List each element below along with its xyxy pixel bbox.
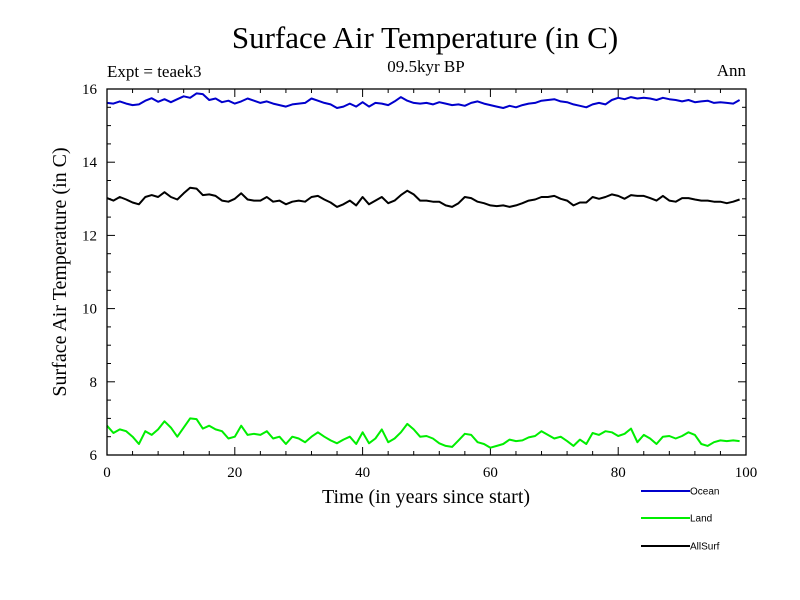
legend-label-allsurf: AllSurf [690,542,720,553]
legend-label-land: Land [690,514,712,525]
series-line-land [106,417,740,449]
y-tick-label: 12 [82,228,97,244]
x-tick-label: 80 [611,465,626,481]
x-tick-label: 0 [103,465,111,481]
y-tick-label: 10 [82,302,97,318]
legend: Ocean Land AllSurf [641,487,720,553]
plot-series [106,92,741,449]
experiment-label: Expt = teaek3 [107,62,202,81]
series-line-allsurf [106,186,740,208]
x-tick-label: 100 [735,465,758,481]
y-axis-label: Surface Air Temperature (in C) [49,147,71,396]
x-axis-label: Time (in years since start) [322,486,530,508]
period-label: Ann [717,61,747,80]
chart-subtitle: 09.5kyr BP [387,57,464,76]
x-tick-label: 40 [355,465,370,481]
y-tick-label: 14 [82,155,98,171]
series-line-ocean [106,92,741,109]
y-tick-label: 16 [82,82,98,98]
x-tick-label: 60 [483,465,498,481]
x-tick-label: 20 [227,465,242,481]
axis-ticks: 0 20 40 60 80 100 6 8 10 12 14 16 [82,82,757,481]
plot-frame [106,88,747,456]
y-tick-label: 8 [90,375,98,391]
chart-title: Surface Air Temperature (in C) [232,20,618,55]
y-tick-label: 6 [90,448,98,464]
legend-label-ocean: Ocean [690,487,719,498]
